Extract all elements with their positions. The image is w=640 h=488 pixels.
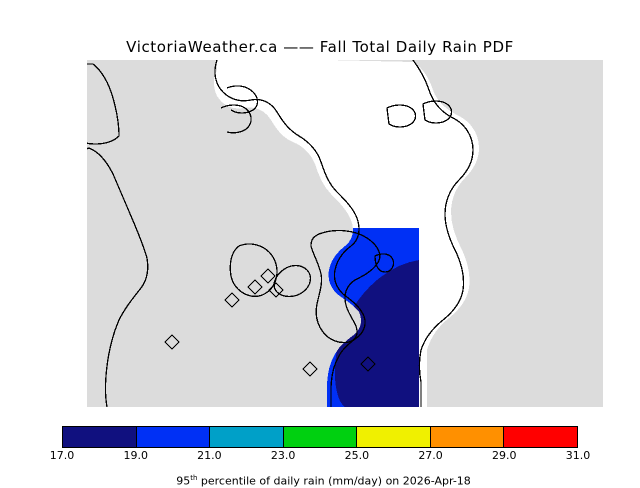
colorbar-band-3[interactable]: [283, 427, 358, 447]
colorbar-tick-27.0: 27.0: [418, 449, 443, 462]
coast-west-lower: [87, 147, 149, 407]
station-marker[interactable]: [268, 282, 284, 298]
colorbar-tick-17.0: 17.0: [49, 449, 75, 462]
coast-inlet-harbour: [229, 243, 278, 298]
station-marker[interactable]: [224, 292, 240, 308]
coast-bay-notch-2: [220, 104, 252, 134]
station-markers[interactable]: [164, 268, 376, 377]
colorbar-tick-25.0: 25.0: [344, 449, 370, 462]
colorbar-band-1[interactable]: [136, 427, 211, 447]
coast-island-small-mid: [273, 264, 312, 298]
coast-central-east: [214, 60, 366, 407]
colorbar-tick-29.0: 29.0: [492, 449, 517, 462]
colorbar-caption: 95th percentile of daily rain (mm/day) o…: [0, 461, 640, 488]
station-marker[interactable]: [360, 356, 376, 372]
coastlines: [87, 60, 474, 407]
colorbar-tick-31.0: 31.0: [565, 449, 591, 462]
colorbar-tick-19.0: 19.0: [123, 449, 148, 462]
station-marker[interactable]: [164, 334, 180, 350]
coast-bay-notch-1: [226, 85, 259, 114]
colorbar-band-5[interactable]: [430, 427, 505, 447]
coast-island-south-large: [310, 229, 381, 344]
colorbar-bands[interactable]: [62, 426, 578, 448]
colorbar-band-6[interactable]: [504, 427, 578, 447]
colorbar-tick-21.0: 21.0: [197, 449, 222, 462]
coast-island-ne-1: [386, 104, 417, 128]
contour-band-17-19: [334, 260, 419, 407]
map-panel[interactable]: [87, 60, 603, 407]
coast-east-west: [412, 60, 474, 407]
caption-rest: percentile of daily rain (mm/day) on 202…: [197, 474, 471, 488]
caption-superscript: th: [190, 474, 198, 482]
colorbar-band-4[interactable]: [357, 427, 431, 447]
page-title: VictoriaWeather.ca —— Fall Total Daily R…: [126, 38, 514, 56]
land-main-gray-mass: [87, 60, 362, 407]
coast-island-ne-2: [422, 100, 453, 124]
map-contour-plot: [87, 60, 603, 407]
land-east-mainland: [327, 60, 603, 407]
station-marker[interactable]: [302, 361, 318, 377]
colorbar-band-0[interactable]: [63, 427, 137, 447]
colorbar-tick-labels: 17.0 19.0 21.0 23.0 25.0 27.0 29.0 31.0: [50, 449, 591, 463]
colorbar-band-2[interactable]: [210, 427, 284, 447]
caption-prefix: 95: [176, 474, 191, 488]
colorbar-tick-23.0: 23.0: [270, 449, 296, 462]
coast-west-outer: [87, 63, 120, 145]
station-marker[interactable]: [247, 279, 263, 295]
station-marker[interactable]: [260, 268, 276, 284]
coast-island-south-tab: [374, 253, 395, 273]
colorbar[interactable]: [62, 426, 582, 452]
